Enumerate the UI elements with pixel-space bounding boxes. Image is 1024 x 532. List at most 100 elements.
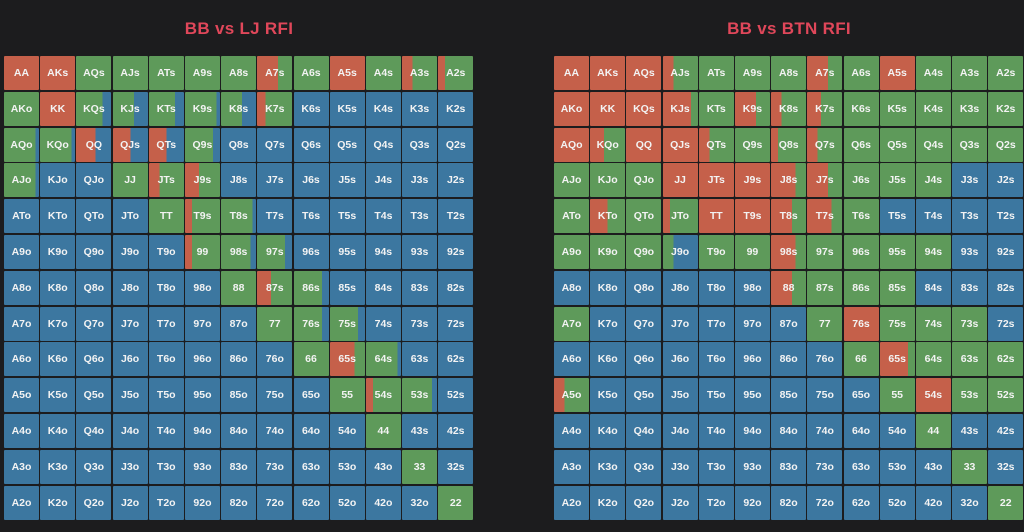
hand-label: 72o <box>265 496 284 509</box>
hand-label: 53s <box>960 389 979 402</box>
hand-cell: J6o <box>112 342 148 377</box>
hand-label: K5s <box>337 102 357 115</box>
hand-cell: Q2o <box>76 485 112 520</box>
hand-label: Q5o <box>633 389 655 402</box>
hand-cell: A6s <box>293 56 329 90</box>
hand-label: 52s <box>446 389 465 402</box>
hand-label: 73o <box>815 460 834 473</box>
hand-cell: 32o <box>402 485 438 520</box>
hand-cell: K3o <box>40 449 76 484</box>
hand-cell: A8o <box>554 270 589 305</box>
hand-label: ATo <box>562 210 581 223</box>
hand-cell: Q6o <box>76 342 112 377</box>
hand-cell: AQs <box>626 56 662 90</box>
hand-label: 94o <box>193 424 212 437</box>
hand-label: 83s <box>960 281 979 294</box>
hand-cell: 96s <box>843 234 879 269</box>
hand-label: A8s <box>228 67 249 79</box>
hand-cell: 72s <box>988 306 1024 341</box>
hand-label: K2o <box>597 496 618 509</box>
hand-label: J6o <box>671 353 690 366</box>
hand-label: 32s <box>446 460 465 473</box>
hand-cell: 87s <box>257 270 293 305</box>
hand-label: 83s <box>410 281 429 294</box>
hand-cell: KJo <box>590 163 626 198</box>
hand-label: AQs <box>633 67 655 79</box>
hand-cell: J5s <box>329 163 365 198</box>
hand-label: T5o <box>156 389 176 402</box>
hand-cell: ATo <box>4 199 39 234</box>
hand-cell: K8s <box>221 91 257 126</box>
hand-label: K3s <box>409 102 430 115</box>
hand-label: JTo <box>121 210 139 223</box>
hand-cell: K3o <box>590 449 626 484</box>
hand-cell: K7o <box>590 306 626 341</box>
hand-cell: A9s <box>734 56 770 90</box>
hand-label: A5o <box>11 389 32 402</box>
hand-grid: AA AKs AQs AJs ATs A9s A8s A7s A6s A5s A4s A3s A2s AK… <box>554 56 1024 520</box>
hand-label: 87s <box>266 281 284 294</box>
hand-cell: J6s <box>293 163 329 198</box>
hand-cell: J7s <box>257 163 293 198</box>
hand-cell: 72o <box>257 485 293 520</box>
hand-label: AJo <box>561 174 582 187</box>
hand-label: 82o <box>229 496 248 509</box>
hand-label: J3o <box>121 460 140 473</box>
hand-label: J4o <box>121 424 140 437</box>
hand-label: J9o <box>121 245 140 258</box>
hand-label: Q4s <box>373 138 394 151</box>
hand-label: TT <box>709 210 723 223</box>
hand-cell: A5s <box>879 56 915 90</box>
hand-label: 73s <box>960 317 979 330</box>
hand-cell: 85o <box>221 378 257 413</box>
hand-cell: 92s <box>438 234 474 269</box>
hand-label: 33 <box>963 460 976 473</box>
hand-cell: J2s <box>438 163 474 198</box>
hand-label: A2o <box>561 496 582 509</box>
hand-cell: K9o <box>40 234 76 269</box>
hand-cell: A5s <box>329 56 365 90</box>
hand-cell: T5s <box>879 199 915 234</box>
hand-cell: 96o <box>184 342 220 377</box>
hand-label: J6s <box>852 174 870 187</box>
hand-cell: 93s <box>952 234 988 269</box>
hand-label: QQ <box>85 138 103 151</box>
hand-cell: Q4s <box>365 127 401 162</box>
hand-label: 86o <box>229 353 248 366</box>
hand-cell: 94s <box>365 234 401 269</box>
hand-cell: AJo <box>4 163 39 198</box>
hand-label: KTo <box>597 210 618 223</box>
hand-label: 95o <box>743 389 762 402</box>
hand-cell: J4s <box>915 163 951 198</box>
hand-label: A8o <box>561 281 582 294</box>
hand-label: Q4o <box>83 424 105 437</box>
hand-label: 52s <box>996 389 1015 402</box>
hand-cell: J9o <box>662 234 698 269</box>
hand-label: 82s <box>996 281 1015 294</box>
hand-cell: A9s <box>184 56 220 90</box>
hand-label: 72o <box>815 496 834 509</box>
hand-label: 84s <box>924 281 943 294</box>
hand-label: AJs <box>670 67 690 79</box>
hand-cell: QJo <box>76 163 112 198</box>
hand-label: ATs <box>157 67 176 79</box>
hand-cell: 76o <box>257 342 293 377</box>
hand-cell: 63o <box>843 449 879 484</box>
hand-cell: A2o <box>4 485 39 520</box>
hand-label: 82s <box>446 281 465 294</box>
hand-cell: T2o <box>698 485 734 520</box>
hand-cell: Q7s <box>257 127 293 162</box>
hand-label: K3o <box>597 460 618 473</box>
hand-label: 43s <box>410 424 429 437</box>
hand-label: T6o <box>706 353 726 366</box>
hand-cell: 97o <box>184 306 220 341</box>
hand-label: T9o <box>156 245 176 258</box>
hand-cell: A4o <box>4 413 39 448</box>
hand-cell: T5s <box>329 199 365 234</box>
hand-cell: 54s <box>915 378 951 413</box>
hand-label: 54o <box>888 424 907 437</box>
hand-cell: AA <box>554 56 589 90</box>
hand-cell: T4o <box>148 413 184 448</box>
hand-cell: 94o <box>734 413 770 448</box>
hand-label: T2s <box>996 210 1015 223</box>
